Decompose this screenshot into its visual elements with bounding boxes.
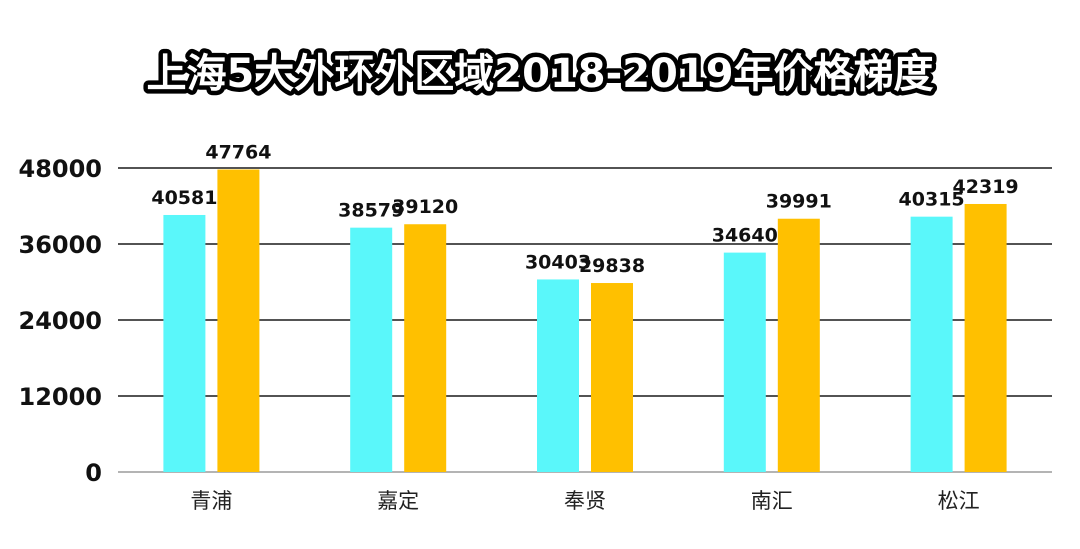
y-tick-label: 48000 [19, 155, 103, 183]
data-label: 47764 [205, 141, 271, 163]
data-label: 34640 [712, 225, 778, 247]
bar-南汇-1 [777, 218, 820, 472]
data-label: 30403 [525, 251, 591, 273]
data-label: 39991 [766, 191, 832, 213]
bar-青浦-0 [163, 214, 206, 472]
x-tick-label: 青浦 [190, 489, 232, 513]
x-axis-ticks: 青浦 嘉定 奉贤 南汇 松江 [190, 489, 979, 513]
bar-奉贤-0 [537, 279, 579, 472]
data-label: 29838 [579, 255, 645, 277]
y-tick-label: 12000 [19, 383, 103, 411]
bar-南汇-0 [723, 252, 766, 472]
data-label: 39120 [392, 196, 458, 218]
data-label: 40315 [899, 189, 965, 211]
x-tick-label: 嘉定 [377, 489, 419, 513]
y-tick-label: 36000 [19, 231, 103, 259]
bar-嘉定-1 [404, 224, 447, 472]
grid-lines [118, 167, 1052, 473]
data-label: 42319 [953, 176, 1019, 198]
chart-title: 上海5大外环外区域2018-2019年价格梯度 [146, 51, 933, 97]
bars [163, 169, 1007, 472]
x-tick-label: 南汇 [751, 489, 793, 513]
bar-青浦-1 [217, 169, 260, 472]
bar-嘉定-0 [350, 227, 393, 472]
y-tick-label: 0 [85, 459, 102, 487]
x-tick-label: 松江 [938, 489, 980, 513]
bar-奉贤-1 [591, 283, 633, 472]
x-tick-label: 奉贤 [564, 489, 606, 513]
data-label: 38579 [338, 200, 404, 222]
y-tick-label: 24000 [19, 307, 103, 335]
bar-松江-1 [964, 203, 1007, 472]
data-label: 40581 [151, 187, 217, 209]
y-axis-ticks: 0 12000 24000 36000 48000 [19, 155, 103, 487]
bar-松江-0 [910, 216, 953, 472]
